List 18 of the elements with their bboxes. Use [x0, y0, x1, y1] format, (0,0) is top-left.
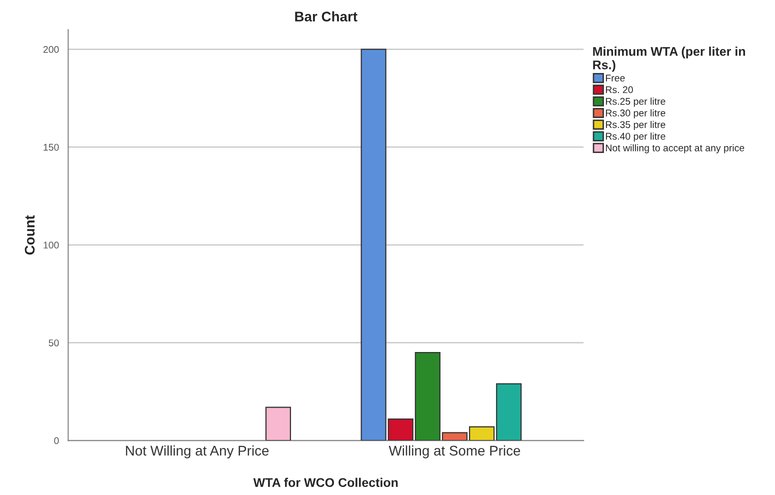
y-tick-label: 100 [44, 242, 59, 249]
y-tick-label: 200 [43, 46, 59, 53]
legend-label: Not willing to accept at any price [606, 144, 744, 154]
legend-label: Rs.30 per litre [606, 109, 666, 118]
legend-label: Rs.40 per litre [606, 132, 666, 142]
y-axis-title: Count [24, 215, 35, 255]
legend-label: Rs. 20 [606, 86, 633, 94]
y-tick-label: 50 [48, 339, 59, 346]
legend-title: Minimum WTA (per liter in Rs.) [593, 46, 746, 72]
x-tick-label: Willing at Some Price [388, 445, 520, 458]
y-tick-label: 0 [54, 437, 59, 444]
legend-label: Rs.25 per litre [606, 98, 666, 107]
legend-label: Rs.35 per litre [606, 120, 666, 130]
x-axis-title: WTA for WCO Collection [253, 478, 398, 487]
y-tick-label: 150 [44, 144, 59, 151]
legend-label: Free [606, 74, 625, 82]
x-tick-label: Not Willing at Any Price [126, 445, 269, 458]
chart-title: Bar Chart [295, 11, 358, 22]
